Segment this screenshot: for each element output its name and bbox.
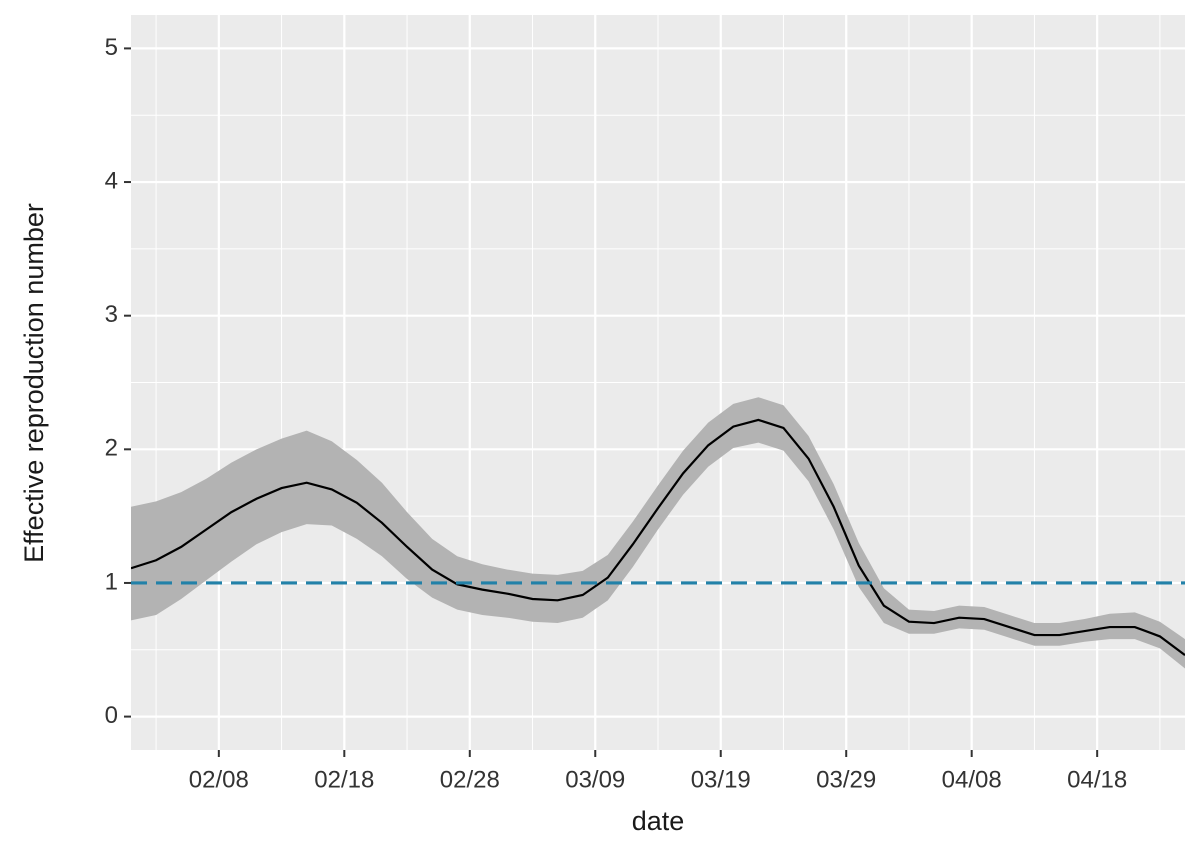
x-tick-label: 04/08 <box>942 766 1002 793</box>
y-tick-label: 1 <box>105 568 118 595</box>
x-tick-label: 02/28 <box>440 766 500 793</box>
y-tick-label: 5 <box>105 34 118 61</box>
x-tick-label: 03/29 <box>816 766 876 793</box>
x-axis-title: date <box>632 806 685 836</box>
y-tick-label: 0 <box>105 702 118 729</box>
x-tick-label: 03/09 <box>565 766 625 793</box>
y-tick-label: 2 <box>105 435 118 462</box>
x-tick-label: 03/19 <box>691 766 751 793</box>
x-tick-label: 02/08 <box>189 766 249 793</box>
y-tick-label: 4 <box>105 167 118 194</box>
x-tick-label: 04/18 <box>1067 766 1127 793</box>
y-tick-label: 3 <box>105 301 118 328</box>
estimate-line <box>131 418 1185 656</box>
x-tick-label: 02/18 <box>314 766 374 793</box>
y-axis-title: Effective reproduction number <box>19 203 49 563</box>
confidence-band <box>131 397 1185 669</box>
